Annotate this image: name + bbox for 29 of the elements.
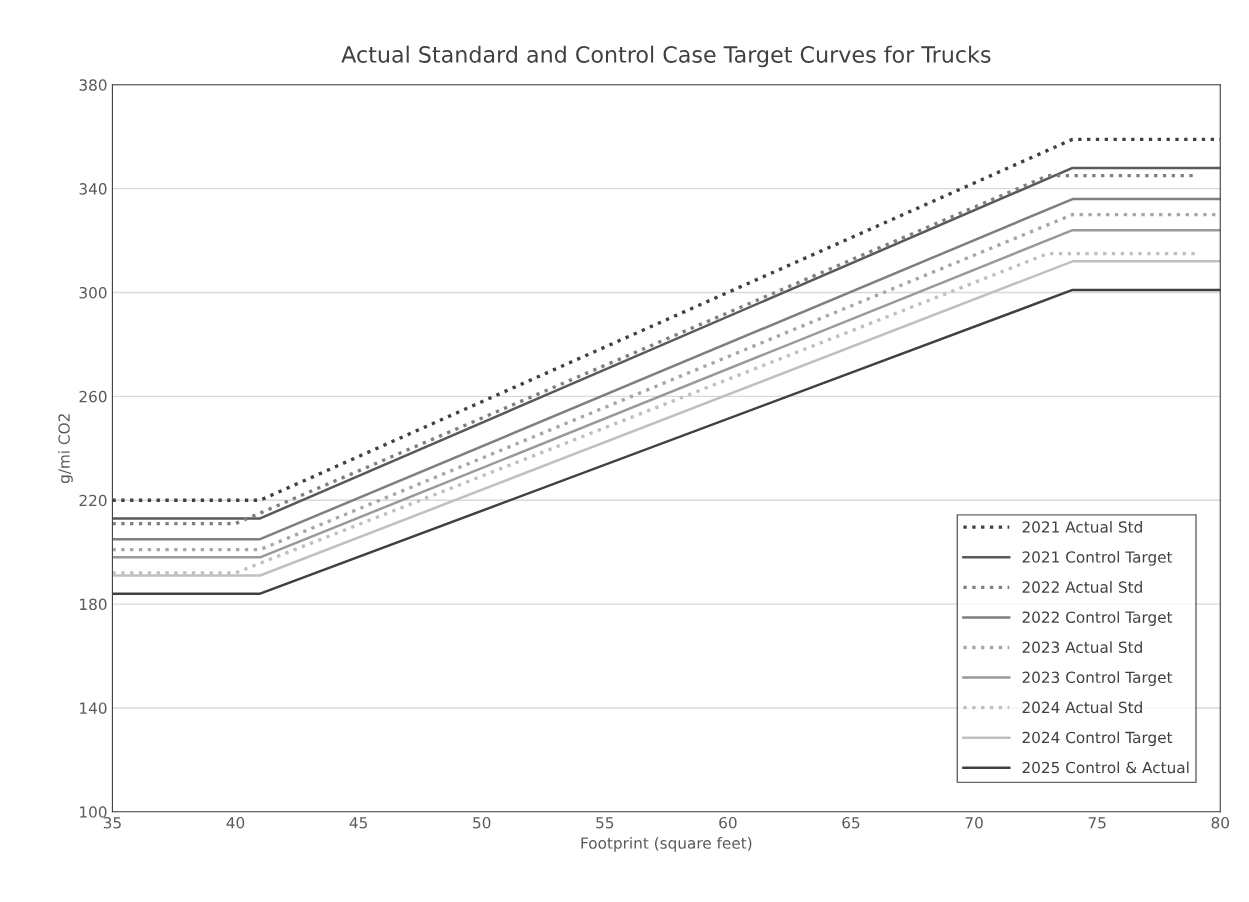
x-tick-label: 40	[226, 816, 245, 829]
y-tick-label: 220	[79, 494, 107, 507]
y-tick-label: 180	[80, 598, 107, 611]
legend-label: 2021 Actual Std	[1022, 520, 1142, 533]
y-tick-label: 300	[79, 286, 107, 299]
x-tick-label: 70	[965, 816, 983, 829]
x-tick-label: 50	[473, 816, 491, 829]
y-tick-label: 100	[80, 806, 107, 818]
y-tick-label: 340	[79, 183, 107, 195]
y-tick-label: 380	[79, 79, 107, 91]
x-tick-label: 75	[1088, 817, 1106, 829]
y-tick-label: 260	[79, 390, 107, 403]
y-axis-title: g/mi CO2	[58, 414, 73, 484]
x-tick-label: 65	[842, 816, 860, 829]
legend-label: 2022 Control Target	[1022, 611, 1173, 626]
legend-label: 2023 Control Target	[1022, 671, 1173, 687]
legend-label: 2024 Actual Std	[1022, 701, 1142, 714]
legend-label: 2022 Actual Std	[1022, 581, 1142, 593]
legend-label: 2025 Control & Actual	[1022, 761, 1189, 774]
legend-label: 2023 Actual Std	[1022, 641, 1142, 654]
x-axis-title: Footprint (square feet)	[581, 837, 752, 852]
chart-title: Actual Standard and Control Case Target Curves for Trucks	[341, 45, 991, 68]
x-tick-label: 60	[719, 816, 737, 829]
y-tick-label: 140	[80, 702, 107, 714]
x-tick-label: 55	[596, 817, 614, 829]
legend-label: 2021 Control Target	[1022, 551, 1173, 566]
x-tick-label: 45	[349, 817, 367, 829]
x-tick-label: 80	[1211, 816, 1229, 829]
legend-label: 2024 Control Target	[1022, 731, 1173, 747]
